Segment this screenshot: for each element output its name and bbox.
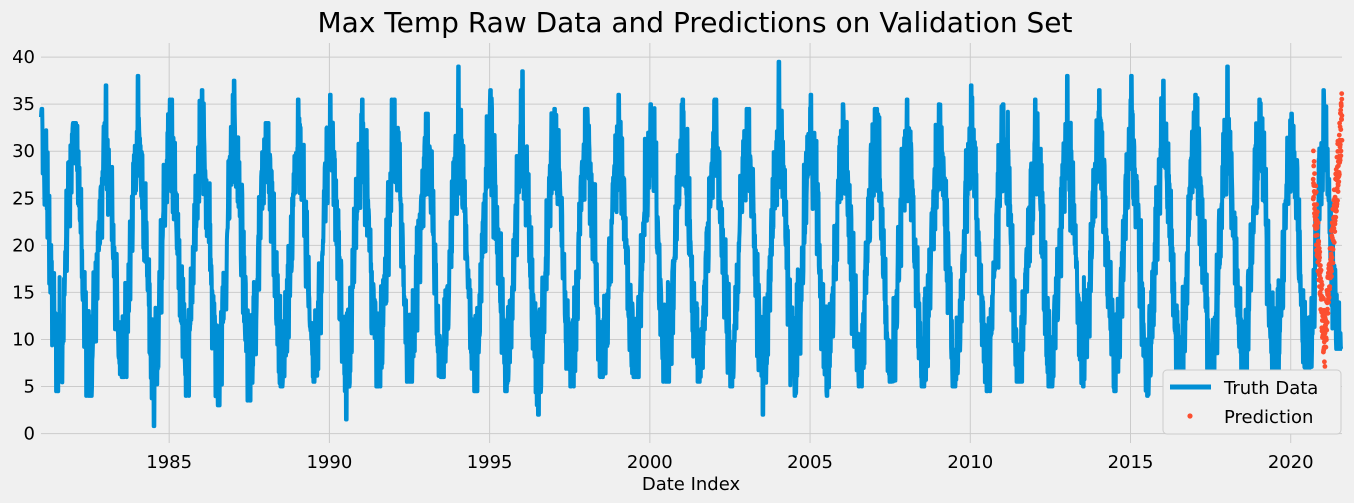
legend-prediction-label: Prediction xyxy=(1224,407,1313,428)
prediction-point xyxy=(1326,295,1332,300)
prediction-point xyxy=(1334,208,1339,214)
prediction-point xyxy=(1327,284,1333,289)
y-tick-label: 20 xyxy=(12,235,35,256)
chart-title: Max Temp Raw Data and Predictions on Val… xyxy=(318,6,1073,39)
prediction-point xyxy=(1318,267,1324,273)
prediction-point xyxy=(1339,117,1344,122)
prediction-point xyxy=(1326,299,1331,305)
prediction-point xyxy=(1311,148,1316,154)
prediction-point xyxy=(1311,159,1317,164)
x-axis-label: Date Index xyxy=(642,474,741,495)
prediction-point xyxy=(1335,189,1341,195)
prediction-point xyxy=(1321,296,1326,302)
prediction-point xyxy=(1335,198,1340,203)
prediction-point xyxy=(1315,220,1321,226)
prediction-point xyxy=(1336,132,1342,138)
prediction-point xyxy=(1310,176,1316,182)
prediction-point xyxy=(1324,320,1330,325)
prediction-point xyxy=(1339,113,1345,118)
prediction-point xyxy=(1338,148,1344,154)
y-tick-label: 10 xyxy=(12,329,35,350)
y-tick-label: 25 xyxy=(12,188,35,209)
prediction-point xyxy=(1338,107,1344,113)
prediction-point xyxy=(1315,209,1320,215)
prediction-point xyxy=(1339,91,1345,96)
prediction-point xyxy=(1322,359,1327,365)
prediction-point xyxy=(1326,291,1331,296)
prediction-point xyxy=(1313,183,1319,189)
prediction-point xyxy=(1338,127,1344,132)
prediction-point xyxy=(1314,232,1320,238)
prediction-point xyxy=(1318,263,1323,268)
prediction-point xyxy=(1311,194,1316,200)
x-tick-label: 1995 xyxy=(467,452,513,473)
prediction-point xyxy=(1322,364,1328,369)
prediction-point xyxy=(1324,337,1329,343)
y-tick-label: 30 xyxy=(12,141,35,162)
prediction-point xyxy=(1337,157,1343,163)
y-tick-label: 5 xyxy=(24,377,35,398)
prediction-point xyxy=(1314,225,1320,231)
prediction-point xyxy=(1330,247,1336,252)
prediction-point xyxy=(1339,137,1345,143)
x-tick-label: 2015 xyxy=(1108,452,1154,473)
truth-data-line xyxy=(39,59,1344,429)
prediction-point xyxy=(1319,282,1325,288)
prediction-point xyxy=(1333,214,1339,220)
legend-prediction-swatch xyxy=(1187,413,1193,419)
prediction-point xyxy=(1337,172,1342,177)
prediction-point xyxy=(1319,286,1324,292)
prediction-point xyxy=(1314,202,1319,207)
x-tick-labels: 1985 1990 1995 2000 2005 2010 2015 2020 xyxy=(146,452,1313,473)
legend: Truth Data Prediction xyxy=(1162,369,1342,435)
y-tick-label: 15 xyxy=(12,282,35,303)
prediction-point xyxy=(1332,218,1338,224)
prediction-point xyxy=(1316,245,1322,251)
prediction-point xyxy=(1325,306,1330,312)
x-tick-label: 1990 xyxy=(306,452,352,473)
prediction-point xyxy=(1317,249,1323,255)
y-tick-labels: 0 5 10 15 20 25 30 35 40 xyxy=(12,47,35,444)
x-tick-label: 2000 xyxy=(627,452,673,473)
prediction-point xyxy=(1337,142,1343,148)
prediction-point xyxy=(1313,189,1319,195)
x-tick-label: 2005 xyxy=(787,452,833,473)
prediction-point xyxy=(1335,182,1341,188)
prediction-point xyxy=(1323,344,1329,350)
prediction-point xyxy=(1332,229,1338,235)
prediction-series xyxy=(1310,91,1345,369)
prediction-point xyxy=(1317,255,1322,260)
truth-data-series xyxy=(39,59,1344,429)
prediction-point xyxy=(1329,268,1334,274)
x-tick-label: 2020 xyxy=(1268,452,1314,473)
prediction-point xyxy=(1336,179,1342,185)
prediction-point xyxy=(1329,255,1335,261)
prediction-point xyxy=(1339,96,1345,102)
prediction-point xyxy=(1324,327,1330,333)
prediction-point xyxy=(1338,103,1344,109)
x-tick-label: 1985 xyxy=(146,452,192,473)
prediction-point xyxy=(1330,260,1336,266)
prediction-point xyxy=(1312,206,1317,212)
y-tick-label: 35 xyxy=(12,94,35,115)
prediction-point xyxy=(1325,310,1331,316)
prediction-point xyxy=(1331,240,1337,245)
prediction-point xyxy=(1316,239,1322,245)
prediction-point xyxy=(1329,274,1334,279)
x-tick-label: 2010 xyxy=(947,452,993,473)
prediction-point xyxy=(1338,153,1344,159)
prediction-point xyxy=(1312,171,1317,177)
y-tick-label: 0 xyxy=(24,424,35,445)
prediction-point xyxy=(1311,163,1317,169)
y-tick-label: 40 xyxy=(12,47,35,68)
legend-truth-label: Truth Data xyxy=(1223,378,1318,399)
prediction-point xyxy=(1337,120,1342,126)
